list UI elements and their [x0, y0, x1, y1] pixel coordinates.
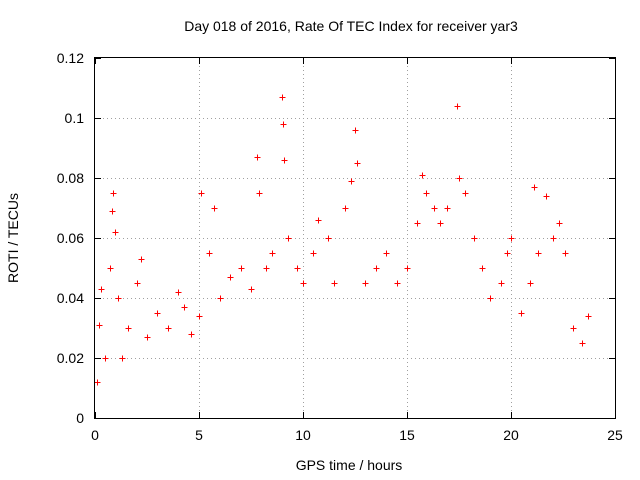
y-axis-label: ROTI / TECUs — [5, 193, 21, 283]
data-point — [562, 250, 569, 257]
data-point — [354, 160, 361, 167]
data-point — [181, 304, 188, 311]
chart-title: Day 018 of 2016, Rate Of TEC Index for r… — [184, 18, 518, 34]
x-tick-label: 10 — [295, 427, 311, 443]
data-point — [134, 280, 141, 287]
data-point — [444, 205, 451, 212]
data-point — [188, 331, 195, 338]
data-point — [431, 205, 438, 212]
data-point — [331, 280, 338, 287]
data-point — [579, 340, 586, 347]
data-point — [165, 325, 172, 332]
x-tick-label: 15 — [399, 427, 415, 443]
data-point — [310, 250, 317, 257]
y-tick-label: 0.04 — [57, 290, 84, 306]
data-point — [263, 265, 270, 272]
y-tick-label: 0.06 — [57, 230, 84, 246]
data-point — [325, 235, 332, 242]
data-point — [454, 103, 461, 110]
data-point — [144, 334, 151, 341]
data-point — [543, 193, 550, 200]
data-point — [107, 265, 114, 272]
data-point — [479, 265, 486, 272]
data-point — [280, 121, 287, 128]
data-point — [238, 265, 245, 272]
data-point — [102, 355, 109, 362]
x-tick-label: 20 — [503, 427, 519, 443]
data-point — [294, 265, 301, 272]
data-point — [315, 217, 322, 224]
data-point — [535, 250, 542, 257]
data-point — [98, 286, 105, 293]
data-point — [570, 325, 577, 332]
data-point — [394, 280, 401, 287]
data-point — [119, 355, 126, 362]
data-point — [256, 190, 263, 197]
data-point — [269, 250, 276, 257]
data-point — [211, 205, 218, 212]
data-point — [196, 313, 203, 320]
x-axis-label: GPS time / hours — [296, 457, 403, 473]
data-point — [138, 256, 145, 263]
data-point — [419, 172, 426, 179]
data-point — [556, 220, 563, 227]
data-point — [423, 190, 430, 197]
data-point — [531, 184, 538, 191]
data-point — [585, 313, 592, 320]
axis-ticks — [95, 58, 616, 419]
data-point — [175, 289, 182, 296]
data-point — [487, 295, 494, 302]
data-point — [504, 250, 511, 257]
data-point — [462, 190, 469, 197]
data-point — [373, 265, 380, 272]
y-tick-label: 0 — [76, 410, 84, 426]
data-point — [518, 310, 525, 317]
data-point — [498, 280, 505, 287]
data-point — [527, 280, 534, 287]
data-point — [352, 127, 359, 134]
data-point — [125, 325, 132, 332]
data-point — [281, 157, 288, 164]
data-point — [362, 280, 369, 287]
axis-tick-labels: 0 5 10 15 20 25 0 0.02 0.04 0.06 0.08 0.1 0.12 — [57, 50, 623, 443]
data-point — [115, 295, 122, 302]
data-point — [279, 94, 286, 101]
data-point — [414, 220, 421, 227]
data-point — [404, 265, 411, 272]
data-point — [285, 235, 292, 242]
data-point — [550, 235, 557, 242]
data-point — [348, 178, 355, 185]
data-point — [94, 379, 101, 386]
data-point — [342, 205, 349, 212]
x-tick-label: 0 — [91, 427, 99, 443]
data-point — [300, 280, 307, 287]
data-point — [206, 250, 213, 257]
data-point — [437, 220, 444, 227]
grid-lines — [95, 58, 615, 418]
x-tick-label: 5 — [195, 427, 203, 443]
data-point — [198, 190, 205, 197]
data-point — [456, 175, 463, 182]
data-point — [109, 208, 116, 215]
data-point — [471, 235, 478, 242]
y-tick-label: 0.08 — [57, 170, 84, 186]
data-point — [217, 295, 224, 302]
data-point — [112, 229, 119, 236]
data-point — [96, 322, 103, 329]
data-point — [110, 190, 117, 197]
x-tick-label: 25 — [607, 427, 623, 443]
data-point — [508, 235, 515, 242]
y-tick-label: 0.12 — [57, 50, 84, 66]
data-point — [227, 274, 234, 281]
plot-frame — [94, 57, 616, 419]
data-point — [383, 250, 390, 257]
y-tick-label: 0.02 — [57, 350, 84, 366]
y-tick-label: 0.1 — [65, 110, 85, 126]
data-point — [154, 310, 161, 317]
data-point — [248, 286, 255, 293]
data-points — [94, 94, 592, 386]
data-point — [254, 154, 261, 161]
